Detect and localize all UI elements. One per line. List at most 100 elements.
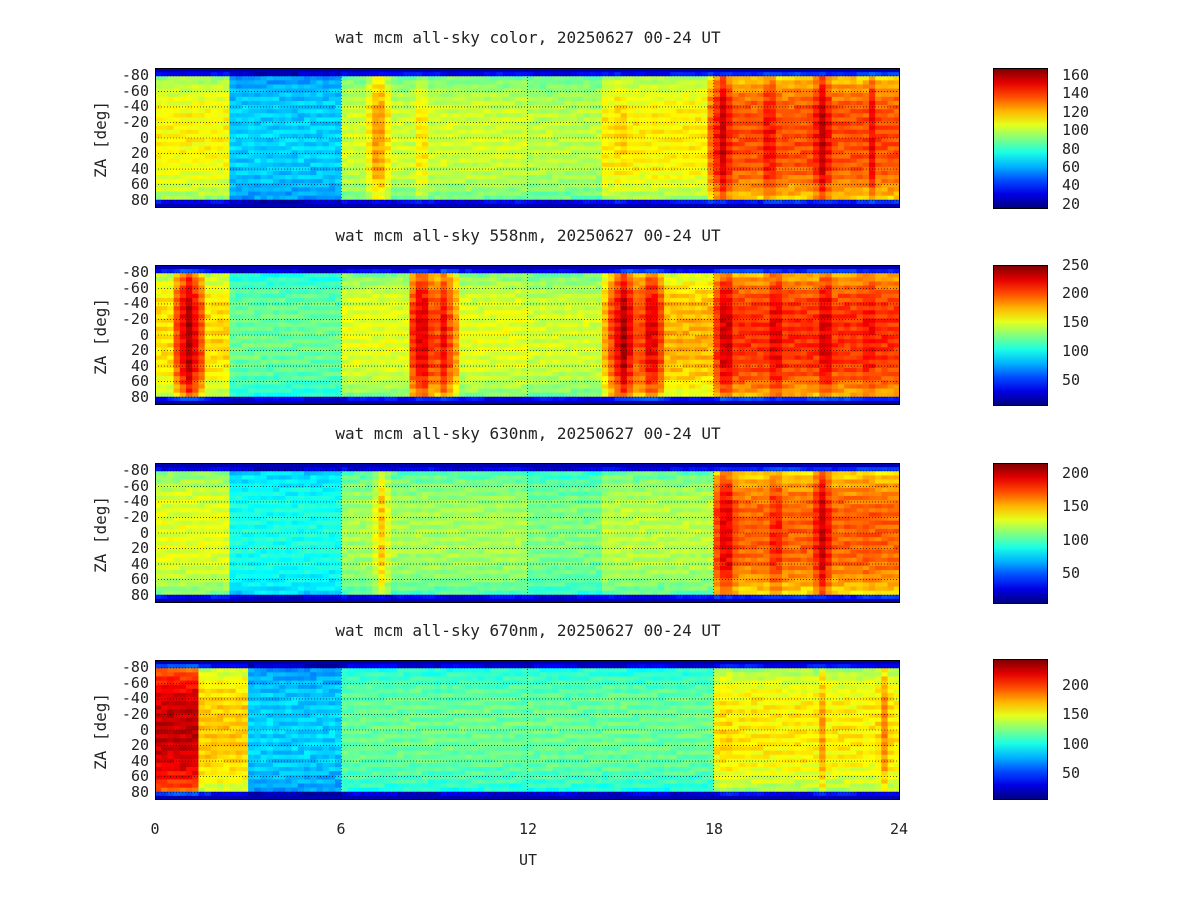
heatmap-cell	[285, 285, 293, 291]
heatmap-cell	[639, 68, 647, 73]
heatmap-cell	[347, 195, 355, 201]
heatmap-cell	[248, 129, 255, 135]
heatmap-cell	[403, 195, 411, 201]
heatmap-cell	[856, 195, 864, 201]
heatmap-cell	[521, 117, 529, 123]
heatmap-cell	[186, 343, 193, 348]
heatmap-cell	[359, 133, 367, 139]
heatmap-cell	[751, 109, 758, 114]
heatmap-cell	[614, 129, 622, 135]
heatmap-cell	[726, 191, 733, 197]
heatmap-cell	[353, 76, 361, 81]
heatmap-cell	[384, 166, 392, 172]
heatmap-cell	[279, 199, 286, 205]
heatmap-cell	[366, 129, 373, 135]
heatmap-cell	[167, 392, 175, 398]
heatmap-cell	[595, 92, 603, 98]
heatmap-cell	[248, 88, 255, 94]
heatmap-cell	[732, 203, 740, 208]
heatmap-cell	[415, 76, 423, 81]
heatmap-cell	[837, 96, 845, 102]
heatmap-cell	[676, 117, 684, 123]
heatmap-cell	[800, 166, 808, 172]
heatmap-cell	[223, 293, 231, 299]
heatmap-cell	[595, 199, 603, 205]
heatmap-cell	[192, 121, 200, 127]
heatmap-cell	[248, 265, 255, 270]
heatmap-cell	[223, 273, 231, 278]
heatmap-cell	[161, 68, 169, 73]
heatmap-cell	[726, 179, 733, 184]
heatmap-cell	[769, 162, 777, 168]
heatmap-cell	[440, 100, 448, 106]
heatmap-cell	[651, 76, 659, 81]
heatmap-cell	[223, 175, 231, 180]
heatmap-cell	[645, 113, 653, 119]
heatmap-cell	[701, 113, 709, 119]
heatmap-cell	[583, 154, 591, 160]
heatmap-cell	[173, 363, 181, 369]
heatmap-cell	[868, 187, 876, 193]
heatmap-cell	[235, 129, 243, 135]
heatmap-cell	[794, 68, 802, 73]
heatmap-cell	[217, 162, 224, 168]
heatmap-cell	[217, 310, 224, 316]
heatmap-cell	[409, 154, 417, 160]
heatmap-cell	[695, 133, 702, 139]
heatmap-cell	[453, 76, 460, 81]
heatmap-cell	[831, 96, 839, 102]
heatmap-cell	[403, 203, 411, 208]
heatmap-cell	[813, 142, 820, 147]
heatmap-cell	[291, 326, 299, 332]
heatmap-cell	[459, 170, 467, 176]
heatmap-cell	[738, 203, 746, 208]
heatmap-cell	[626, 187, 634, 193]
heatmap-cell	[248, 273, 255, 278]
heatmap-cell	[434, 121, 442, 127]
heatmap-cell	[248, 380, 255, 386]
heatmap-cell	[297, 289, 305, 295]
heatmap-cell	[831, 121, 839, 127]
heatmap-cell	[496, 203, 504, 208]
heatmap-cell	[192, 150, 200, 156]
heatmap-cell	[875, 154, 882, 160]
heatmap-cell	[788, 203, 796, 208]
heatmap-cell	[204, 318, 212, 324]
heatmap-cell	[297, 396, 305, 402]
heatmap-cell	[589, 158, 597, 164]
heatmap-cell	[726, 88, 733, 94]
heatmap-cell	[192, 179, 200, 184]
heatmap-cell	[198, 285, 206, 291]
heatmap-cell	[173, 166, 181, 172]
heatmap-cell	[819, 84, 827, 90]
heatmap-cell	[179, 400, 187, 405]
heatmap-cell	[570, 133, 578, 139]
heatmap-cell	[533, 142, 541, 147]
heatmap-cell	[241, 335, 249, 340]
heatmap-cell	[229, 388, 237, 394]
heatmap-cell	[484, 84, 491, 90]
heatmap-cell	[186, 162, 193, 168]
heatmap-cell	[428, 113, 435, 119]
heatmap-cell	[192, 297, 200, 303]
heatmap-cell	[577, 203, 584, 208]
heatmap-cell	[806, 133, 814, 139]
heatmap-cell	[589, 100, 597, 106]
heatmap-cell	[844, 170, 851, 176]
heatmap-cell	[359, 125, 367, 131]
heatmap-cell	[837, 80, 845, 86]
heatmap-cell	[279, 355, 286, 361]
heatmap-cell	[639, 138, 647, 143]
heatmap-cell	[862, 129, 870, 135]
heatmap-cell	[546, 146, 553, 151]
heatmap-cell	[893, 158, 900, 164]
heatmap-cell	[459, 92, 467, 98]
heatmap-cell	[272, 306, 280, 311]
heatmap-cell	[254, 306, 262, 311]
heatmap-cell	[415, 158, 423, 164]
heatmap-cell	[546, 80, 553, 86]
heatmap-cell	[428, 125, 435, 131]
heatmap-cell	[490, 72, 498, 77]
heatmap-cell	[310, 113, 318, 119]
heatmap-cell	[881, 76, 889, 81]
